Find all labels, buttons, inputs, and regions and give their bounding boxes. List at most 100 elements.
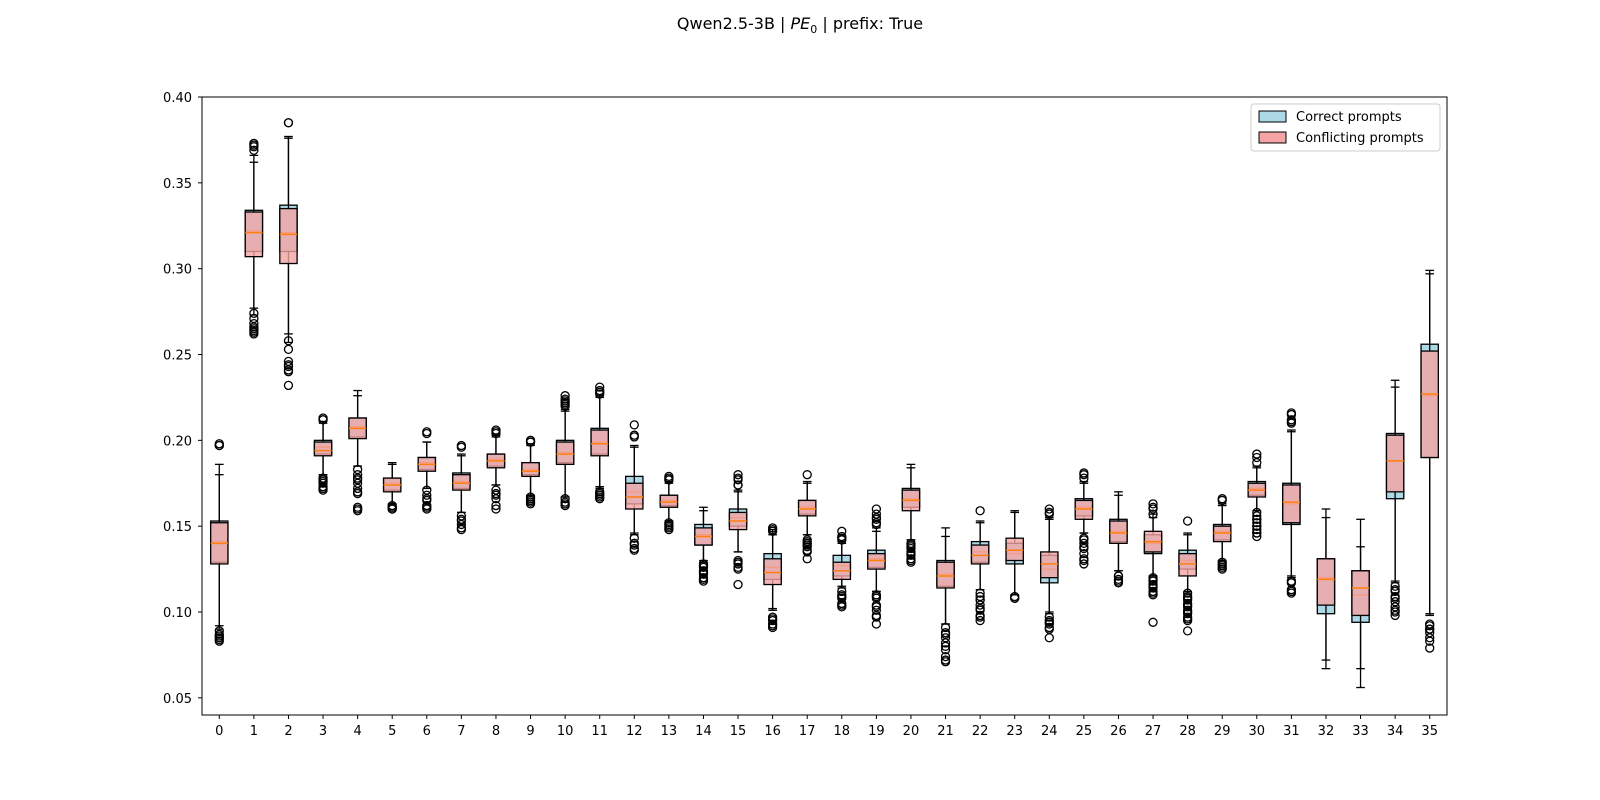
outlier-point	[283, 118, 294, 128]
outlier-point	[698, 567, 709, 578]
outlier-point	[214, 440, 224, 451]
box-conflicting-4	[348, 389, 367, 514]
outlier-point	[975, 506, 985, 516]
outlier-point	[1044, 612, 1054, 622]
outlier-point	[733, 480, 743, 490]
y-tick-label: 0.25	[163, 349, 192, 364]
box-iqr	[763, 558, 782, 586]
outlier-point	[525, 494, 536, 504]
outlier-point	[1390, 585, 1400, 595]
box-conflicting-3	[313, 415, 333, 494]
box-conflicting-33	[1351, 546, 1370, 670]
box-iqr	[313, 441, 333, 457]
box-iqr	[624, 482, 644, 510]
outlier-point	[1182, 593, 1193, 603]
title-pe: PE	[790, 14, 811, 33]
x-tick-label: 16	[764, 724, 781, 739]
outlier-point	[318, 415, 328, 425]
outlier-point	[940, 629, 951, 639]
outlier-point	[1148, 588, 1158, 598]
box-conflicting-29	[1212, 495, 1232, 573]
outlier-point	[249, 327, 259, 337]
outlier-point	[871, 504, 882, 514]
outlier-point	[1217, 562, 1227, 573]
outlier-point	[1079, 555, 1089, 566]
outlier-point	[629, 543, 639, 554]
title-prefix: prefix: True	[832, 14, 924, 33]
outlier-point	[1182, 626, 1193, 636]
box-conflicting-14	[694, 510, 713, 585]
outlier-point	[422, 428, 432, 439]
x-tick-label: 2	[284, 724, 292, 739]
outlier-point	[1044, 624, 1054, 634]
box-conflicting-8	[486, 428, 506, 511]
outlier-point	[1252, 511, 1262, 521]
outlier-point	[352, 470, 363, 480]
x-tick-label: 34	[1387, 724, 1404, 739]
x-tick-label: 30	[1249, 724, 1266, 739]
box-iqr	[452, 474, 471, 491]
outlier-point	[1079, 538, 1089, 548]
x-tick-label: 6	[423, 724, 431, 739]
x-tick-label: 23	[1006, 724, 1023, 739]
outlier-point	[1148, 581, 1158, 591]
x-tick-label: 25	[1076, 724, 1093, 739]
box-conflicting-0	[209, 440, 229, 645]
x-tick-label: 27	[1145, 724, 1162, 739]
outlier-point	[1252, 528, 1262, 538]
outlier-point	[906, 555, 916, 566]
outlier-point	[1079, 535, 1089, 545]
x-tick-label: 29	[1214, 724, 1231, 739]
box-conflicting-24	[1039, 507, 1059, 634]
box-iqr	[659, 494, 679, 508]
outlier-point	[1252, 449, 1262, 459]
chart-title: Qwen2.5-3B | PE0 | prefix: True	[0, 14, 1600, 36]
outlier-point	[733, 470, 743, 480]
outlier-point	[698, 574, 709, 585]
outlier-point	[733, 564, 743, 574]
outlier-point	[1252, 524, 1262, 535]
outlier-point	[1044, 633, 1054, 643]
box-conflicting-16	[763, 524, 782, 631]
outlier-point	[1286, 578, 1297, 588]
axes-layer: 0.050.100.150.200.250.300.350.400 1 2 3 4 5 6 7…	[163, 91, 1438, 739]
legend-swatch-correct	[1258, 110, 1287, 123]
outlier-point	[491, 500, 501, 511]
outlier-point	[525, 437, 536, 447]
outlier-point	[767, 524, 778, 535]
outlier-point	[595, 492, 605, 502]
x-tick-label: 22	[972, 724, 989, 739]
x-tick-label: 17	[799, 724, 816, 739]
outlier-point	[352, 504, 363, 514]
outlier-point	[767, 621, 778, 631]
outlier-point	[1079, 548, 1089, 559]
box-conflicting-35	[1420, 273, 1440, 646]
outlier-point	[352, 473, 363, 483]
outlier-point	[1079, 559, 1089, 569]
outlier-point	[802, 536, 812, 547]
outlier-point	[733, 473, 743, 483]
outlier-point	[1252, 521, 1262, 531]
legend-frame	[1250, 103, 1441, 152]
outlier-point	[1113, 571, 1124, 581]
box-iqr	[1351, 570, 1370, 617]
outlier-point	[1252, 452, 1262, 463]
outlier-point	[249, 145, 259, 155]
outlier-point	[906, 548, 916, 559]
x-tick-label: 20	[903, 724, 920, 739]
box-iqr	[1212, 525, 1232, 543]
plot-frame	[201, 96, 1448, 716]
outlier-point	[595, 387, 605, 397]
outlier-point	[491, 490, 501, 500]
box-conflicting-11	[590, 387, 610, 502]
outlier-point	[283, 360, 294, 370]
outlier-point	[456, 442, 467, 452]
box-conflicting-26	[1109, 491, 1128, 586]
box-iqr	[936, 561, 955, 589]
legend-label-correct: Correct prompts	[1296, 110, 1402, 125]
box-conflicting-5	[382, 463, 402, 514]
outlier-point	[1148, 574, 1158, 585]
outlier-point	[1390, 581, 1400, 591]
outlier-point	[1425, 624, 1435, 634]
outlier-point	[560, 401, 570, 411]
